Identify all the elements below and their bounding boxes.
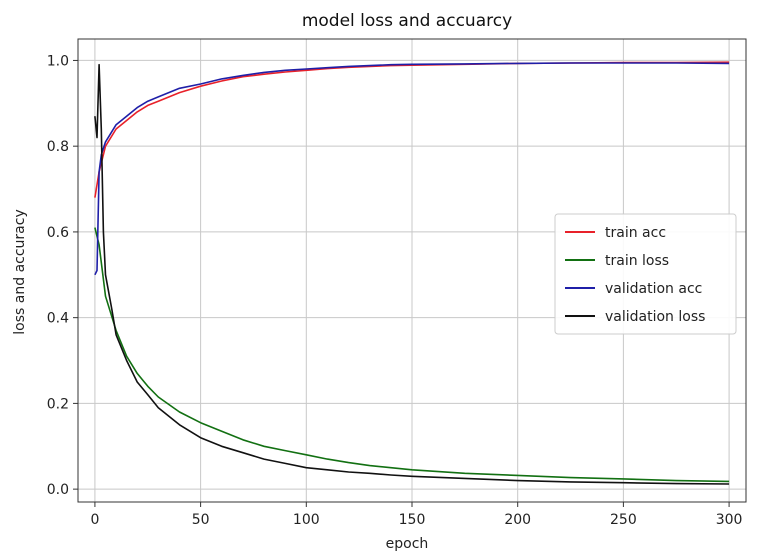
legend: train acc train loss validation acc validat… xyxy=(554,213,737,335)
series-line-validation-loss xyxy=(94,63,730,485)
legend-label: train acc xyxy=(605,225,666,241)
x-tick-label: 150 xyxy=(399,512,426,528)
legend-box xyxy=(554,213,737,335)
chart-title: model loss and accuarcy xyxy=(302,11,512,31)
y-tick-label: 0.2 xyxy=(47,396,69,412)
series-line-validation-acc xyxy=(94,62,730,276)
ticks: 0 50 100 150 200 250 300 0.0 0.2 0.4 0.6 0.8 1.0 xyxy=(47,53,743,528)
series-line-train-loss xyxy=(94,227,730,483)
x-tick-label: 0 xyxy=(90,512,99,528)
x-tick-label: 250 xyxy=(610,512,637,528)
y-tick-label: 0.6 xyxy=(47,225,69,241)
y-axis-label: loss and accuracy xyxy=(12,209,28,334)
y-tick-label: 0.4 xyxy=(47,311,69,327)
y-tick-label: 0.8 xyxy=(47,139,69,155)
x-axis-label: epoch xyxy=(386,536,429,552)
y-tick-label: 1.0 xyxy=(47,53,69,69)
legend-label: train loss xyxy=(605,253,669,269)
x-tick-label: 50 xyxy=(192,512,210,528)
x-tick-label: 200 xyxy=(504,512,531,528)
legend-label: validation acc xyxy=(605,281,702,297)
legend-label: validation loss xyxy=(605,309,705,325)
y-tick-label: 0.0 xyxy=(47,482,69,498)
x-tick-label: 100 xyxy=(293,512,320,528)
series-layer xyxy=(94,61,730,485)
x-tick-label: 300 xyxy=(716,512,743,528)
